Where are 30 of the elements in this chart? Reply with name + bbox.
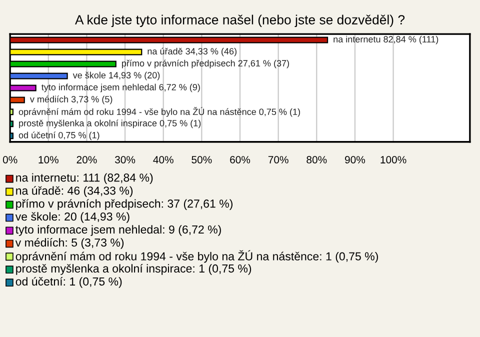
data-label: od účetní 0,75 % (1) bbox=[18, 132, 100, 140]
text: ve škole: 20 (14,93 %) bbox=[15, 212, 130, 223]
x-tick-label: 60% bbox=[230, 156, 250, 164]
data-label: přímo v právních předpisech 27,61 % (37) bbox=[122, 60, 289, 68]
x-tick-label: 70% bbox=[268, 156, 288, 164]
text: v médiích: 5 (3,73 %) bbox=[15, 238, 124, 249]
text: na úřadě: 46 (34,33 %) bbox=[16, 186, 133, 198]
data-label: na úřadě 34,33 % (46) bbox=[148, 48, 236, 56]
x-tick-label: 40% bbox=[153, 156, 174, 164]
text: na internetu: 111 (82,84 %) bbox=[16, 173, 153, 184]
x-tick-label: 90% bbox=[345, 156, 366, 164]
text: prostě myšlenka a okolní inspirace: 1 (0,75 %) bbox=[16, 264, 252, 275]
text: přímo v právních předpisech: 37 (27,61 %) bbox=[16, 199, 232, 210]
data-label: tyto informace jsem nehledal 6,72 % (9) bbox=[42, 84, 200, 92]
x-tick-label: 80% bbox=[306, 156, 327, 164]
text: oprávnění mám od roku 1994 - vše bylo na ŽÚ na nástěnce: 1 (0,75 %) bbox=[16, 250, 378, 263]
text: tyto informace jsem nehledal: 9 (6,72 %) bbox=[16, 225, 221, 236]
x-tick-label: 0% bbox=[2, 156, 18, 164]
x-tick-label: 30% bbox=[115, 156, 136, 164]
text: od účetní: 1 (0,75 %) bbox=[16, 276, 122, 288]
x-tick-label: 20% bbox=[76, 156, 97, 164]
x-tick-label: 10% bbox=[38, 156, 58, 164]
data-label: prostě myšlenka a okolní inspirace 0,75 % (1) bbox=[19, 120, 201, 128]
chart-title: A kde jste tyto informace našel (nebo jste se dozvěděl) ? bbox=[75, 14, 405, 28]
data-label: ve škole 14,93 % (20) bbox=[72, 72, 160, 80]
data-label: na internetu 82,84 % (111) bbox=[334, 36, 438, 44]
data-label: v médiích 3,73 % (5) bbox=[30, 96, 112, 104]
x-tick-label: 50% bbox=[192, 156, 212, 164]
data-label: oprávnění mám od roku 1994 - vše bylo na ŽÚ na nástěnce 0,75 % (1) bbox=[18, 107, 300, 117]
x-tick-label: 100% bbox=[380, 156, 406, 164]
